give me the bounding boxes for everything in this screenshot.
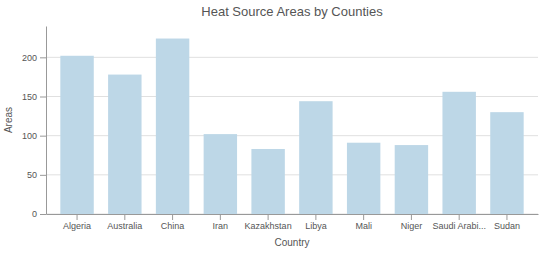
x-axis-line xyxy=(47,214,539,215)
bar xyxy=(251,149,284,214)
y-tick-mark xyxy=(40,175,46,176)
x-tick-label: Iran xyxy=(213,221,229,231)
x-tick: Mali xyxy=(355,214,372,231)
x-tick: Saudi Arabi... xyxy=(432,214,486,231)
y-tick-mark xyxy=(40,57,46,58)
y-tick-label: 0 xyxy=(32,209,37,219)
x-tick: Algeria xyxy=(63,214,91,231)
x-tick-mark xyxy=(77,214,78,220)
bar xyxy=(442,92,475,214)
x-tick-label: Niger xyxy=(401,221,423,231)
x-tick-mark xyxy=(459,214,460,220)
x-tick-label: Australia xyxy=(107,221,142,231)
bars xyxy=(60,39,523,214)
x-tick-mark xyxy=(220,214,221,220)
x-tick-label: Sudan xyxy=(494,221,520,231)
bar xyxy=(299,101,332,214)
y-tick-label: 150 xyxy=(22,92,37,102)
bar xyxy=(490,112,523,214)
chart: 0 50 100 150 200 Algeria Australia China Iran Kaz… xyxy=(0,0,550,254)
x-tick: Libya xyxy=(305,214,327,231)
bar xyxy=(108,75,141,214)
x-axis-title: Country xyxy=(274,237,309,248)
y-tick-mark xyxy=(40,97,46,98)
x-tick-label: Saudi Arabi... xyxy=(432,221,486,231)
x-tick-mark xyxy=(411,214,412,220)
x-tick: Australia xyxy=(107,214,142,231)
y-tick-mark xyxy=(40,214,46,215)
x-tick: Sudan xyxy=(494,214,520,231)
bar xyxy=(395,145,428,214)
x-tick-mark xyxy=(172,214,173,220)
x-tick: Niger xyxy=(401,214,423,231)
y-tick: 50 xyxy=(27,170,46,180)
x-axis: Algeria Australia China Iran Kazakhstan Libya… xyxy=(47,214,539,231)
plot: 0 50 100 150 200 Algeria Australia China Iran Kaz… xyxy=(22,27,539,232)
bar xyxy=(60,56,93,214)
x-tick: Iran xyxy=(213,214,229,231)
y-tick-mark xyxy=(40,136,46,137)
x-tick-label: Mali xyxy=(355,221,372,231)
x-tick: China xyxy=(161,214,185,231)
x-tick-mark xyxy=(268,214,269,220)
y-axis: 0 50 100 150 200 xyxy=(22,27,47,220)
y-axis-line xyxy=(46,27,47,215)
bar xyxy=(156,39,189,214)
x-tick-mark xyxy=(315,214,316,220)
y-tick: 0 xyxy=(32,209,46,219)
x-tick-label: Algeria xyxy=(63,221,91,231)
x-tick: Kazakhstan xyxy=(245,214,292,231)
y-tick-label: 200 xyxy=(22,53,37,63)
y-axis-title: Areas xyxy=(3,107,14,133)
y-tick: 200 xyxy=(22,53,46,63)
y-tick-label: 50 xyxy=(27,170,37,180)
x-tick-mark xyxy=(124,214,125,220)
bar xyxy=(204,134,237,214)
title: Heat Source Areas by Counties xyxy=(201,4,383,19)
y-tick: 150 xyxy=(22,92,46,102)
grid-line xyxy=(46,57,538,58)
x-tick-label: Libya xyxy=(305,221,327,231)
x-tick-mark xyxy=(506,214,507,220)
grid xyxy=(46,57,538,214)
bar xyxy=(347,143,380,214)
y-tick: 100 xyxy=(22,131,46,141)
y-tick-label: 100 xyxy=(22,131,37,141)
x-tick-mark xyxy=(363,214,364,220)
x-tick-label: Kazakhstan xyxy=(245,221,292,231)
x-tick-label: China xyxy=(161,221,185,231)
